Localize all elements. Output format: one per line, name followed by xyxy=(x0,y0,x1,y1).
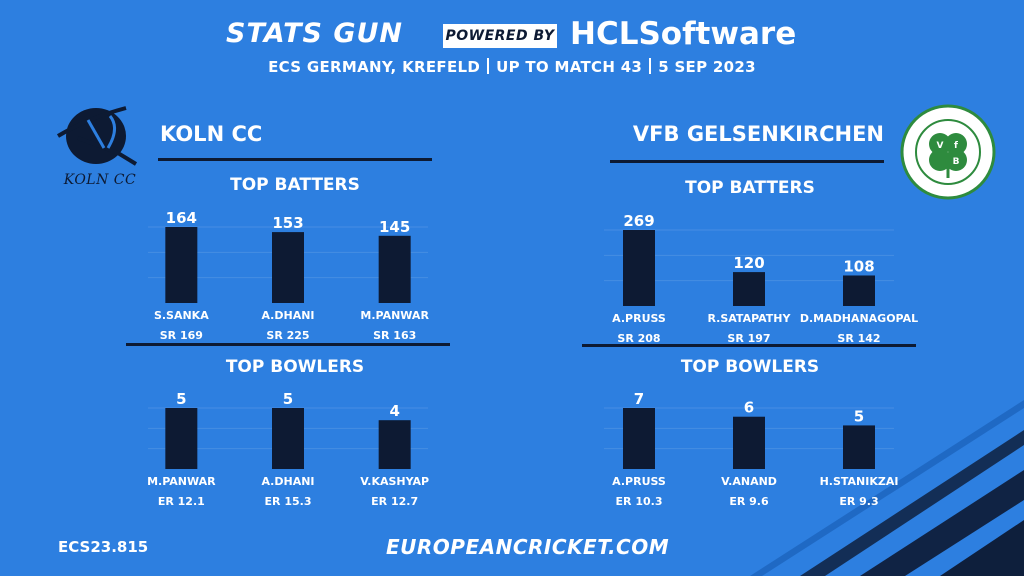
chart-left-bowlers-svg: 5 M.PANWAR ER 12.1 5 A.DHANI ER 15.3 4 V.KASHYA… xyxy=(147,390,429,508)
bar xyxy=(733,272,765,306)
header: STATS GUN POWERED BY HCLSoftware xyxy=(0,14,1024,54)
divider-left xyxy=(126,343,450,346)
bar xyxy=(165,227,198,303)
bar-sublabel: ER 12.1 xyxy=(158,495,205,508)
category-label: A.DHANI xyxy=(261,475,314,488)
team-name-left: KOLN CC xyxy=(160,122,263,146)
bar-value-label: 5 xyxy=(283,390,293,408)
bar-sublabel: ER 12.7 xyxy=(371,495,418,508)
subtitle-match: UP TO MATCH 43 xyxy=(496,58,643,76)
koln-cc-logo-text: KOLN CC xyxy=(63,172,137,188)
chart-right-bowlers: 7 A.PRUSS ER 10.3 6 V.ANAND ER 9.6 5 H.STANIKZA… xyxy=(584,386,914,511)
bar xyxy=(623,230,655,306)
category-label: D.MADHANAGOPAL xyxy=(800,312,918,325)
bar xyxy=(165,408,198,469)
category-label: A.PRUSS xyxy=(612,312,666,325)
footer-code: ECS23.815 xyxy=(58,538,149,556)
bar xyxy=(843,425,875,469)
category-label: A.DHANI xyxy=(261,309,314,322)
chart-left-bowlers: 5 M.PANWAR ER 12.1 5 A.DHANI ER 15.3 4 V.KASHYA… xyxy=(128,386,448,511)
bar xyxy=(623,408,655,469)
bar-value-label: 108 xyxy=(843,257,874,275)
svg-text:B: B xyxy=(953,157,960,167)
bar-value-label: 6 xyxy=(744,399,754,417)
chart-right-batters-svg: 269 A.PRUSS SR 208 120 R.SATAPATHY SR 197 108 D… xyxy=(604,212,918,345)
divider-right xyxy=(582,344,916,347)
bar-sublabel: ER 9.6 xyxy=(729,495,769,508)
bar-sublabel: SR 225 xyxy=(266,329,309,342)
bar-sublabel: SR 163 xyxy=(373,329,416,342)
bar xyxy=(378,420,411,469)
bar-value-label: 7 xyxy=(634,390,644,408)
subtitle-separator xyxy=(487,58,490,74)
bar-sublabel: ER 9.3 xyxy=(839,495,878,508)
chart-left-batters: 164 S.SANKA SR 169 153 A.DHANI SR 225 145 M.PAN… xyxy=(128,205,448,345)
bar-value-label: 153 xyxy=(272,214,303,232)
bar xyxy=(733,416,765,469)
section-title-left-batters: TOP BATTERS xyxy=(230,175,360,195)
powered-by-badge: POWERED BY xyxy=(443,24,557,48)
team-name-right: VFB GELSENKIRCHEN xyxy=(632,122,884,146)
bar-value-label: 269 xyxy=(623,212,654,230)
bar xyxy=(272,232,304,303)
category-label: A.PRUSS xyxy=(612,475,666,488)
sponsor-logo: HCLSoftware xyxy=(570,16,797,52)
chart-left-batters-svg: 164 S.SANKA SR 169 153 A.DHANI SR 225 145 M.PAN… xyxy=(148,209,429,342)
section-title-left-bowlers: TOP BOWLERS xyxy=(225,357,365,377)
bar-sublabel: SR 142 xyxy=(837,332,880,345)
team-rule-right xyxy=(610,160,884,163)
team-rule-left xyxy=(158,158,432,161)
footer-url[interactable]: EUROPEANCRICKET.COM xyxy=(386,535,670,559)
bar-value-label: 5 xyxy=(854,407,864,425)
subtitle-separator xyxy=(649,58,652,74)
category-label: M.PANWAR xyxy=(147,475,216,488)
chart-right-batters: 269 A.PRUSS SR 208 120 R.SATAPATHY SR 197 108 D… xyxy=(584,208,918,348)
bar-value-label: 5 xyxy=(176,390,186,408)
category-label: S.SANKA xyxy=(154,309,209,322)
bar xyxy=(272,408,304,469)
bar xyxy=(378,235,411,303)
svg-text:V: V xyxy=(937,141,944,151)
bar-sublabel: SR 169 xyxy=(160,329,203,342)
bar xyxy=(843,275,875,306)
koln-cc-logo xyxy=(56,106,138,166)
subtitle-date: 5 SEP 2023 xyxy=(658,58,756,76)
category-label: V.ANAND xyxy=(721,475,777,488)
brand-title: STATS GUN xyxy=(226,18,404,49)
bar-sublabel: SR 197 xyxy=(727,332,770,345)
bar-value-label: 4 xyxy=(389,402,399,420)
bar-sublabel: ER 10.3 xyxy=(616,495,663,508)
subtitle: ECS GERMANY, KREFELD UP TO MATCH 43 5 SEP … xyxy=(0,58,1024,76)
category-label: V.KASHYAP xyxy=(360,475,429,488)
section-title-right-batters: TOP BATTERS xyxy=(685,178,815,198)
chart-right-bowlers-svg: 7 A.PRUSS ER 10.3 6 V.ANAND ER 9.6 5 H.STANIKZA… xyxy=(604,390,899,508)
category-label: H.STANIKZAI xyxy=(820,475,899,488)
subtitle-location: ECS GERMANY, KREFELD xyxy=(268,58,481,76)
bar-sublabel: ER 15.3 xyxy=(265,495,312,508)
svg-text:f: f xyxy=(954,141,958,151)
category-label: M.PANWAR xyxy=(360,309,429,322)
bar-value-label: 120 xyxy=(733,254,764,272)
category-label: R.SATAPATHY xyxy=(708,312,792,325)
section-title-right-bowlers: TOP BOWLERS xyxy=(680,357,820,377)
bar-value-label: 145 xyxy=(379,218,410,236)
vfb-gelsenkirchen-logo: V f B xyxy=(900,104,996,200)
bar-value-label: 164 xyxy=(166,209,197,227)
bar-sublabel: SR 208 xyxy=(617,332,660,345)
